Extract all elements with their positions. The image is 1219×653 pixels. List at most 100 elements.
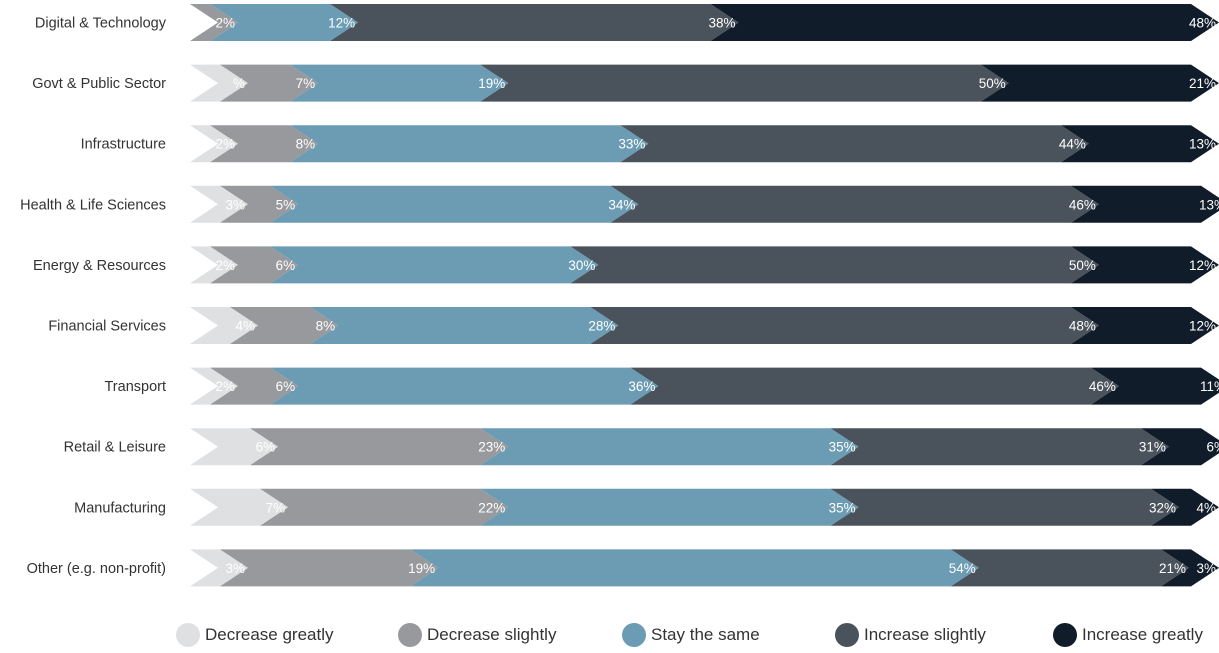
category-label-govt-public-sector: Govt & Public Sector <box>32 76 166 92</box>
bar-segment-infrastructure-decrease-greatly <box>190 125 238 163</box>
data-label-energy-resources-increase-slightly: 50% <box>1069 258 1096 273</box>
data-label-govt-public-sector-decrease-greatly: % <box>233 76 245 91</box>
bar-segment-energy-resources-decrease-greatly <box>190 246 238 284</box>
category-label-energy-resources: Energy & Resources <box>33 258 166 274</box>
data-label-other-e-g-non-profit-increase-slightly: 21% <box>1159 561 1186 576</box>
category-label-other-e-g-non-profit: Other (e.g. non-profit) <box>27 561 166 577</box>
data-label-infrastructure-increase-slightly: 44% <box>1059 137 1086 152</box>
data-label-govt-public-sector-decrease-slightly: 7% <box>296 76 316 91</box>
category-label-manufacturing: Manufacturing <box>74 500 166 516</box>
legend-label-stay-the-same: Stay the same <box>651 625 760 644</box>
bar-segment-health-life-sciences-decrease-slightly <box>220 185 299 223</box>
legend: Decrease greatly Decrease slightly Stay th… <box>0 620 1219 650</box>
bar-segment-financial-services-increase-greatly <box>1070 307 1219 344</box>
data-label-transport-decrease-greatly: 2% <box>215 379 235 394</box>
bar-segment-manufacturing-increase-slightly <box>830 488 1179 526</box>
bar-segment-retail-leisure-increase-slightly <box>830 428 1169 466</box>
bar-segment-digital-technology-increase-greatly <box>710 4 1219 41</box>
data-label-retail-leisure-increase-greatly: 6% <box>1206 440 1219 455</box>
data-label-govt-public-sector-stay-the-same: 19% <box>478 76 505 91</box>
bar-segment-transport-stay-the-same <box>270 367 659 405</box>
legend-label-decrease-greatly: Decrease greatly <box>205 625 334 644</box>
data-label-health-life-sciences-increase-slightly: 46% <box>1069 197 1096 212</box>
data-label-manufacturing-stay-the-same: 35% <box>829 500 856 515</box>
bar-segment-health-life-sciences-increase-slightly <box>610 185 1099 223</box>
bar-segment-health-life-sciences-decrease-greatly <box>190 185 248 223</box>
legend-swatch-decrease-greatly <box>176 623 200 647</box>
bar-segment-energy-resources-increase-slightly <box>570 246 1099 284</box>
bar-segment-govt-public-sector-stay-the-same <box>290 64 509 102</box>
category-label-financial-services: Financial Services <box>48 319 166 335</box>
legend-swatch-stay-the-same <box>622 623 646 647</box>
bar-segment-infrastructure-increase-slightly <box>620 125 1089 163</box>
bar-segment-financial-services-decrease-greatly <box>190 307 258 344</box>
data-label-retail-leisure-stay-the-same: 35% <box>829 440 856 455</box>
bar-segment-digital-technology-decrease-slightly <box>190 4 238 41</box>
data-label-transport-decrease-slightly: 6% <box>276 379 296 394</box>
legend-swatch-increase-greatly <box>1053 623 1077 647</box>
data-label-retail-leisure-increase-slightly: 31% <box>1139 440 1166 455</box>
category-label-transport: Transport <box>104 379 166 395</box>
bar-segment-other-e-g-non-profit-increase-slightly <box>950 549 1189 587</box>
bar-segment-digital-technology-increase-slightly <box>330 4 739 41</box>
bar-segment-transport-increase-greatly <box>1090 367 1219 405</box>
bar-segment-manufacturing-stay-the-same <box>480 488 859 526</box>
bar-segment-financial-services-stay-the-same <box>310 307 619 344</box>
data-label-govt-public-sector-increase-slightly: 50% <box>979 76 1006 91</box>
data-label-transport-increase-slightly: 46% <box>1089 379 1116 394</box>
legend-item-stay-the-same: Stay the same <box>622 620 760 650</box>
bar-segment-govt-public-sector-decrease-slightly <box>220 64 319 102</box>
bar-segment-transport-decrease-slightly <box>210 367 299 405</box>
data-label-other-e-g-non-profit-decrease-slightly: 19% <box>408 561 435 576</box>
category-label-health-life-sciences: Health & Life Sciences <box>20 197 166 213</box>
data-label-digital-technology-increase-slightly: 38% <box>708 16 735 31</box>
data-label-transport-stay-the-same: 36% <box>628 379 655 394</box>
bar-segment-financial-services-increase-slightly <box>590 307 1099 344</box>
data-label-health-life-sciences-increase-greatly: 13% <box>1199 197 1219 212</box>
bar-segment-other-e-g-non-profit-decrease-slightly <box>220 549 439 587</box>
bar-segment-retail-leisure-decrease-greatly <box>190 428 279 466</box>
category-label-retail-leisure: Retail & Leisure <box>64 440 166 456</box>
legend-item-increase-greatly: Increase greatly <box>1053 620 1203 650</box>
data-label-manufacturing-decrease-greatly: 7% <box>266 500 286 515</box>
data-label-digital-technology-increase-greatly: 48% <box>1189 16 1216 31</box>
data-label-infrastructure-decrease-slightly: 8% <box>296 137 316 152</box>
data-label-energy-resources-decrease-slightly: 6% <box>276 258 296 273</box>
bar-segment-retail-leisure-decrease-slightly <box>250 428 509 466</box>
category-label-infrastructure: Infrastructure <box>81 137 166 153</box>
bar-segment-other-e-g-non-profit-stay-the-same <box>410 549 979 587</box>
data-label-infrastructure-decrease-greatly: 2% <box>215 137 235 152</box>
data-label-govt-public-sector-increase-greatly: 21% <box>1189 76 1216 91</box>
legend-label-increase-slightly: Increase slightly <box>864 625 986 644</box>
bar-segment-energy-resources-decrease-slightly <box>210 246 299 284</box>
bar-segment-transport-decrease-greatly <box>190 367 238 405</box>
data-label-infrastructure-stay-the-same: 33% <box>618 137 645 152</box>
bar-segment-govt-public-sector-increase-slightly <box>480 64 1009 102</box>
data-label-other-e-g-non-profit-decrease-greatly: 3% <box>225 561 245 576</box>
bar-segment-manufacturing-decrease-greatly <box>190 488 289 526</box>
data-label-digital-technology-stay-the-same: 12% <box>328 16 355 31</box>
bar-segment-energy-resources-increase-greatly <box>1070 246 1219 284</box>
bar-segment-health-life-sciences-stay-the-same <box>270 185 639 223</box>
data-label-health-life-sciences-stay-the-same: 34% <box>608 197 635 212</box>
category-label-digital-technology: Digital & Technology <box>35 16 167 32</box>
bar-segment-transport-increase-slightly <box>630 367 1119 405</box>
legend-swatch-increase-slightly <box>835 623 859 647</box>
bar-segment-energy-resources-stay-the-same <box>270 246 599 284</box>
bar-segment-govt-public-sector-increase-greatly <box>980 64 1219 102</box>
data-label-energy-resources-decrease-greatly: 2% <box>215 258 235 273</box>
bar-segment-infrastructure-stay-the-same <box>290 125 649 163</box>
data-label-other-e-g-non-profit-increase-greatly: 3% <box>1196 561 1216 576</box>
data-label-manufacturing-increase-slightly: 32% <box>1149 500 1176 515</box>
data-label-other-e-g-non-profit-stay-the-same: 54% <box>949 561 976 576</box>
data-label-digital-technology-decrease-slightly: 2% <box>215 16 235 31</box>
data-label-infrastructure-increase-greatly: 13% <box>1189 137 1216 152</box>
legend-swatch-decrease-slightly <box>398 623 422 647</box>
bar-segment-financial-services-decrease-slightly <box>230 307 339 344</box>
data-label-energy-resources-increase-greatly: 12% <box>1189 258 1216 273</box>
bar-segment-retail-leisure-increase-greatly <box>1140 428 1219 466</box>
bar-segment-infrastructure-decrease-slightly <box>210 125 319 163</box>
bar-segment-infrastructure-increase-greatly <box>1060 125 1219 163</box>
bar-segment-health-life-sciences-increase-greatly <box>1070 185 1219 223</box>
data-label-financial-services-decrease-slightly: 8% <box>316 319 336 334</box>
